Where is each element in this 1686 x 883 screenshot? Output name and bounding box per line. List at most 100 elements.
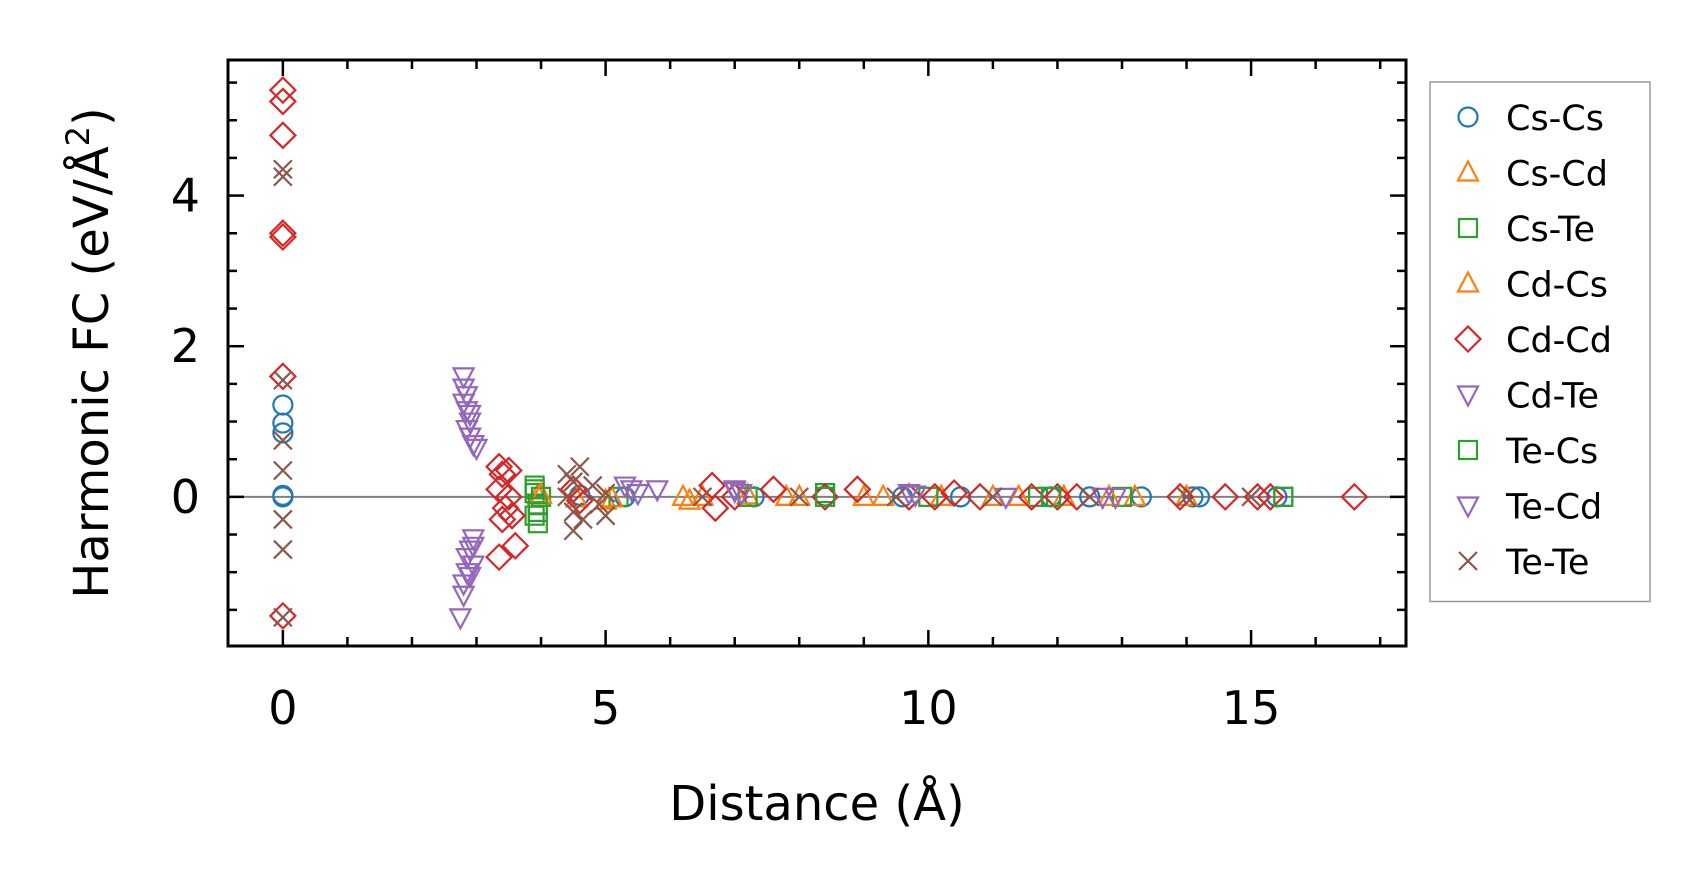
legend-marker bbox=[1453, 324, 1483, 354]
data-point-te-cs-3 bbox=[1040, 486, 1062, 507]
data-point-te-te-23 bbox=[1079, 487, 1100, 507]
data-point-te-te-14 bbox=[563, 520, 584, 541]
legend-label: Cd-Cs bbox=[1506, 266, 1608, 306]
legend-entry-cd-cs: Cd-Cs bbox=[1456, 266, 1608, 306]
legend-entry-cs-cs: Cs-Cs bbox=[1457, 99, 1604, 139]
legend-entry-te-te: Te-Te bbox=[1458, 543, 1589, 583]
data-point-cs-cs-14 bbox=[1182, 486, 1204, 508]
data-point-te-cs-0 bbox=[524, 479, 545, 500]
x-tick-label: 15 bbox=[1222, 681, 1281, 735]
data-point-cd-cd-6 bbox=[268, 601, 297, 630]
data-point-cd-cd-22 bbox=[759, 475, 788, 504]
data-point-cd-te-7 bbox=[461, 435, 486, 458]
data-point-cs-cd-3 bbox=[671, 483, 695, 506]
data-point-te-cs-2 bbox=[814, 486, 836, 507]
data-point-te-cd-4 bbox=[619, 480, 644, 503]
data-point-cd-cs-5 bbox=[1006, 483, 1031, 506]
data-point-cd-cd-0 bbox=[268, 76, 297, 105]
legend-entry-cd-cd: Cd-Cd bbox=[1453, 321, 1612, 361]
legend-marker bbox=[1457, 439, 1479, 461]
y-tick-label: 2 bbox=[171, 319, 200, 373]
x-axis-title: Distance (Å) bbox=[669, 775, 964, 832]
data-point-cd-te-13 bbox=[455, 563, 479, 586]
data-point-cd-cd-5 bbox=[268, 362, 297, 391]
data-point-te-cd-3 bbox=[458, 566, 482, 590]
data-point-cd-cd-18 bbox=[565, 486, 594, 515]
axis-ticks bbox=[228, 60, 1406, 646]
data-point-cd-cd-1 bbox=[268, 87, 297, 116]
data-point-te-te-7 bbox=[273, 607, 293, 628]
data-point-te-te-13 bbox=[573, 509, 593, 530]
data-point-te-cs-1 bbox=[527, 501, 548, 523]
data-point-cd-cd-27 bbox=[940, 479, 969, 508]
data-point-cd-te-11 bbox=[455, 548, 479, 571]
data-point-cs-cs-12 bbox=[1079, 486, 1101, 508]
data-point-cs-te-5 bbox=[530, 486, 552, 507]
plot-frame bbox=[226, 58, 1408, 648]
data-point-cd-cd-32 bbox=[1166, 482, 1195, 511]
legend-marker bbox=[1457, 106, 1479, 128]
data-point-te-cs-4 bbox=[1273, 486, 1294, 507]
data-point-te-te-15 bbox=[582, 475, 603, 496]
x-tick-label: 10 bbox=[899, 681, 958, 735]
data-point-cs-cd-6 bbox=[787, 483, 812, 506]
data-point-te-te-24 bbox=[1176, 487, 1197, 507]
data-point-te-te-4 bbox=[273, 460, 293, 481]
legend-label: Te-Te bbox=[1505, 543, 1589, 583]
legend-marker bbox=[1456, 270, 1480, 293]
legend-label: Cs-Cs bbox=[1506, 99, 1604, 139]
data-point-te-te-16 bbox=[589, 494, 609, 515]
series-cd-cd bbox=[268, 76, 1369, 630]
data-point-cd-cd-13 bbox=[488, 505, 517, 534]
series-te-cs bbox=[524, 479, 1294, 523]
data-point-cd-te-8 bbox=[464, 438, 489, 462]
data-point-cd-te-24 bbox=[1090, 487, 1115, 511]
data-point-te-te-22 bbox=[983, 487, 1003, 507]
data-point-te-cd-5 bbox=[722, 481, 747, 505]
data-point-cd-cd-34 bbox=[1243, 482, 1272, 511]
data-point-te-te-5 bbox=[273, 509, 293, 530]
data-point-te-cd-1 bbox=[458, 404, 482, 428]
data-point-cd-te-23 bbox=[993, 487, 1018, 511]
data-point-cd-cd-33 bbox=[1211, 482, 1240, 511]
y-axis-title-end: ) bbox=[64, 107, 120, 126]
data-point-cd-te-9 bbox=[461, 529, 486, 552]
data-point-cs-cs-4 bbox=[272, 486, 294, 508]
y-axis-title: Harmonic FC (eV/Å2) bbox=[59, 107, 120, 599]
data-point-cd-te-16 bbox=[448, 608, 473, 631]
data-point-cd-cs-6 bbox=[1097, 483, 1121, 506]
data-point-cd-cd-7 bbox=[485, 452, 514, 481]
data-point-te-cd-6 bbox=[903, 485, 928, 508]
data-point-cd-te-3 bbox=[455, 401, 479, 424]
data-point-te-te-19 bbox=[692, 487, 713, 507]
data-point-cs-cd-9 bbox=[981, 483, 1005, 506]
data-point-cd-cd-24 bbox=[843, 475, 872, 504]
legend-marker bbox=[1457, 217, 1479, 239]
x-tick-label: 5 bbox=[591, 681, 620, 735]
data-point-cd-cs-4 bbox=[871, 483, 895, 506]
data-point-te-te-21 bbox=[886, 487, 906, 507]
legend-label: Te-Cd bbox=[1505, 488, 1602, 528]
data-point-cd-cd-14 bbox=[497, 501, 527, 530]
data-point-cs-cs-1 bbox=[272, 412, 294, 434]
data-point-cs-te-4 bbox=[527, 513, 548, 534]
data-point-te-te-17 bbox=[595, 483, 616, 503]
data-point-cd-te-21 bbox=[729, 483, 753, 507]
data-point-cd-cd-36 bbox=[1340, 482, 1369, 511]
data-point-cd-cs-2 bbox=[690, 483, 715, 506]
data-point-te-te-10 bbox=[570, 456, 590, 477]
data-points bbox=[268, 76, 1369, 631]
data-point-te-te-9 bbox=[563, 472, 584, 492]
data-point-cd-cd-16 bbox=[501, 531, 530, 560]
data-point-cd-cd-29 bbox=[1017, 482, 1046, 511]
legend-label: Cd-Cd bbox=[1506, 321, 1612, 361]
series-cs-cs bbox=[272, 394, 1288, 508]
legend-marker bbox=[1456, 159, 1480, 182]
data-point-te-te-18 bbox=[595, 505, 616, 526]
data-point-te-te-1 bbox=[273, 166, 293, 187]
data-point-cd-cd-21 bbox=[720, 482, 749, 511]
data-point-cd-cd-8 bbox=[488, 460, 517, 489]
data-point-te-te-11 bbox=[557, 487, 577, 507]
y-tick-label: 4 bbox=[171, 169, 200, 223]
